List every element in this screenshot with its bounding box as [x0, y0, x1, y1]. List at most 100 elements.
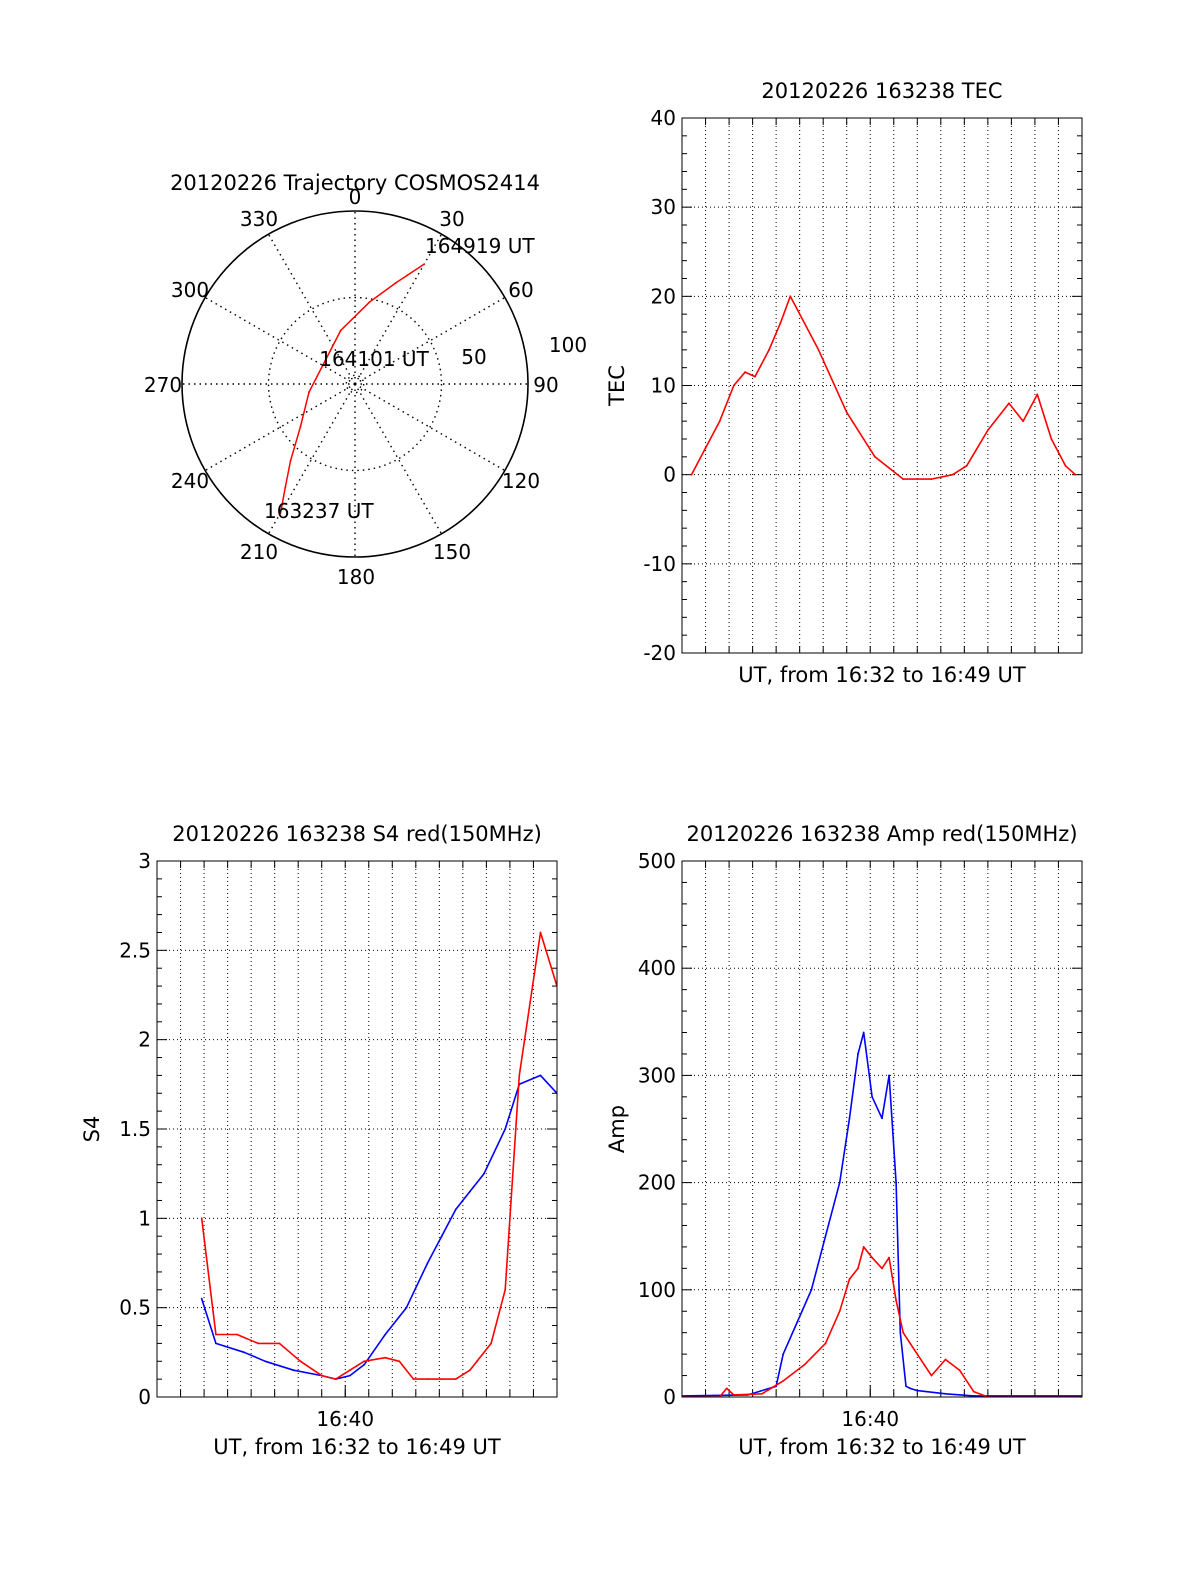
- data-point: [518, 1074, 521, 1077]
- data-point: [405, 1306, 408, 1309]
- time-annotation: 164101 UT: [319, 347, 429, 371]
- data-point: [725, 1387, 728, 1390]
- azimuth-label: 180: [337, 565, 375, 589]
- data-point: [782, 1380, 785, 1382]
- azimuth-label: 30: [439, 207, 464, 231]
- azimuth-spoke: [204, 383, 356, 472]
- x-tick-label: 16:40: [316, 1407, 374, 1431]
- y-tick-label: 400: [638, 956, 676, 980]
- radial-label: 50: [461, 345, 486, 369]
- series-line-1: [200, 931, 557, 1380]
- x-tick-label: 16:40: [841, 1407, 899, 1431]
- chart-title: 20120226 163238 Amp red(150MHz): [686, 822, 1077, 846]
- data-point: [732, 384, 735, 387]
- data-point: [838, 1310, 841, 1313]
- y-tick-label: 300: [638, 1063, 676, 1087]
- y-tick-label: 0.5: [119, 1296, 151, 1320]
- data-point: [902, 478, 905, 481]
- data-point: [824, 1235, 827, 1238]
- azimuth-spoke: [354, 233, 443, 385]
- y-tick-label: 100: [638, 1278, 676, 1302]
- data-point: [761, 1392, 763, 1395]
- data-point: [214, 1342, 217, 1345]
- azimuth-label: 0: [349, 185, 362, 209]
- azimuth-spoke: [354, 383, 443, 535]
- y-tick-label: 0: [138, 1385, 151, 1409]
- chart-title: 20120226 163238 S4 red(150MHz): [172, 822, 542, 846]
- data-point: [732, 1393, 735, 1396]
- azimuth-label: 90: [533, 373, 558, 397]
- y-tick-label: 40: [651, 106, 676, 130]
- data-point: [349, 1369, 351, 1372]
- data-point: [930, 478, 933, 481]
- data-point: [930, 1374, 933, 1377]
- azimuth-spoke: [267, 383, 356, 535]
- series-line-0: [200, 1074, 557, 1380]
- data-point: [768, 348, 770, 351]
- data-point: [1022, 420, 1025, 423]
- y-tick-label: 2.5: [119, 938, 151, 962]
- data-point: [257, 1342, 260, 1345]
- data-point: [264, 1360, 267, 1363]
- azimuth-spoke: [354, 383, 506, 472]
- data-point: [349, 1374, 351, 1377]
- zenith-ring: [267, 296, 443, 472]
- data-point: [1008, 402, 1010, 405]
- data-point: [200, 1217, 203, 1220]
- data-point: [881, 1267, 883, 1270]
- data-point: [909, 1387, 912, 1390]
- data-point: [986, 429, 989, 431]
- data-point: [874, 455, 876, 458]
- data-point: [803, 1363, 806, 1366]
- data-point: [299, 1360, 302, 1363]
- y-tick-label: 3: [138, 849, 151, 873]
- x-axis-label: UT, from 16:32 to 16:49 UT: [738, 663, 1026, 687]
- azimuth-spoke: [267, 233, 356, 385]
- series-group: [200, 931, 557, 1381]
- azimuth-label: 150: [433, 540, 471, 564]
- data-point: [881, 1117, 883, 1120]
- trajectory-point: [308, 391, 310, 394]
- data-point: [704, 447, 707, 449]
- trajectory-point: [289, 459, 292, 462]
- data-point: [200, 1297, 203, 1300]
- azimuth-label: 120: [502, 469, 540, 493]
- azimuth-label: 60: [508, 278, 533, 302]
- trajectory-point: [423, 263, 426, 266]
- data-point: [243, 1351, 245, 1354]
- y-axis-label: S4: [80, 1116, 104, 1143]
- data-point: [454, 1378, 457, 1381]
- x-axis-label: UT, from 16:32 to 16:49 UT: [213, 1435, 501, 1459]
- data-point: [398, 1360, 401, 1363]
- y-tick-label: 1.5: [119, 1117, 151, 1141]
- data-point: [944, 1392, 947, 1395]
- data-point: [412, 1378, 415, 1381]
- trajectory-point: [299, 425, 302, 428]
- y-tick-label: 30: [651, 195, 676, 219]
- data-point: [744, 371, 746, 374]
- azimuth-label: 270: [144, 373, 182, 397]
- data-point: [718, 420, 721, 423]
- data-point: [440, 1235, 443, 1238]
- data-point: [754, 375, 756, 378]
- data-point: [824, 1342, 827, 1345]
- y-tick-label: -10: [643, 552, 676, 576]
- data-point: [972, 1390, 975, 1393]
- azimuth-spoke: [204, 296, 356, 385]
- data-point: [539, 931, 542, 934]
- data-point: [278, 1342, 281, 1345]
- data-point: [862, 1246, 865, 1248]
- data-point: [871, 1256, 874, 1259]
- data-point: [958, 1369, 961, 1372]
- data-point: [895, 1181, 898, 1184]
- data-point: [857, 1267, 859, 1270]
- time-annotation: 164919 UT: [425, 234, 535, 258]
- data-point: [888, 1256, 890, 1259]
- data-point: [1074, 473, 1077, 476]
- y-tick-label: 1: [138, 1206, 151, 1230]
- plot-frame: [681, 860, 1083, 1398]
- y-tick-label: 0: [663, 463, 676, 487]
- zenith-ring: [345, 374, 365, 394]
- y-tick-label: 2: [138, 1028, 151, 1052]
- series-line-0: [690, 295, 1076, 480]
